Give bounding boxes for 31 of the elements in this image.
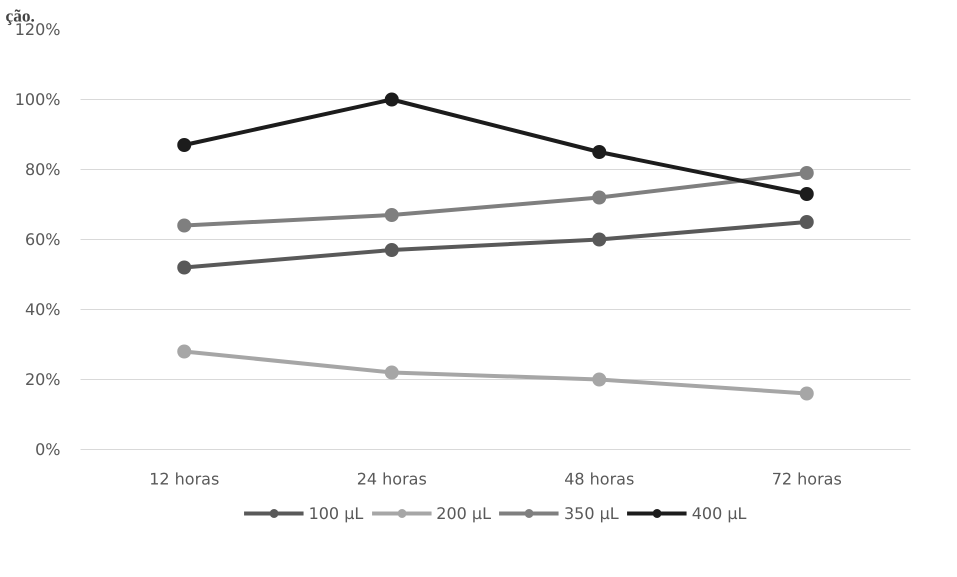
x-tick-label: 48 horas [564,470,634,488]
y-tick-label: 40% [24,300,60,319]
y-tick-label: 20% [24,370,60,389]
y-tick-label: 60% [24,230,60,249]
point [800,166,814,180]
point [384,208,399,222]
point [384,366,399,380]
x-tick-label: 24 horas [356,470,427,488]
point [592,232,606,246]
point [592,372,606,386]
x-tick-label: 12 horas [149,470,220,488]
legend-label: 200 µL [436,504,491,522]
point [800,386,814,400]
point [384,92,399,106]
point [177,260,192,274]
point [592,190,606,204]
point [800,187,814,201]
legend-label: 350 µL [564,504,619,522]
y-tick-label: 0% [35,440,61,459]
point [177,344,192,358]
legend-label: 100 µL [308,504,364,522]
point [800,215,814,229]
text: ção. [6,6,35,26]
point [592,145,606,159]
legend-label: 400 µL [692,504,746,522]
point [177,218,192,232]
point [384,243,399,257]
y-tick-label: 80% [24,160,60,179]
x-tick-label: 72 horas [772,470,842,488]
point [177,138,192,152]
y-tick-label: 100% [14,90,61,109]
